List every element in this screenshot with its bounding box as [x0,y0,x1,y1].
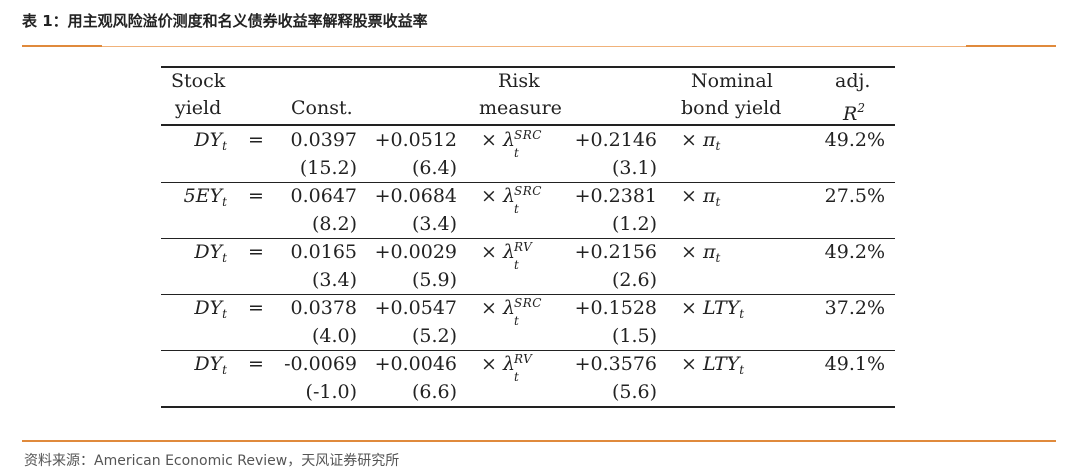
row-adj-r2: 27.5% [824,185,885,207]
row-bond-t: (1.2) [611,213,657,235]
row-adj-r2: 49.1% [824,353,885,375]
row-bond-t: (5.6) [611,381,657,403]
row-divider [161,350,895,351]
row-equals: = [248,241,264,263]
row-divider [161,406,895,408]
row-adj-r2: 37.2% [824,297,885,319]
row-const-t: (3.4) [311,269,357,291]
rule-header [161,124,895,126]
row-bond-var: × πt [681,129,721,153]
row-dependent: DYt [194,129,227,153]
row-bond-coef: +0.2156 [574,241,657,263]
row-const: 0.0647 [290,185,357,207]
row-const: 0.0165 [290,241,357,263]
row-risk-measure: × λ SRC t [481,296,542,328]
row-dependent: 5EYt [183,185,227,209]
bottom-divider [22,440,1056,442]
row-dependent: DYt [194,353,227,377]
row-risk-t: (6.6) [411,381,457,403]
row-divider [161,294,895,295]
row-bond-var: × πt [681,185,721,209]
source-note: 资料来源：American Economic Review，天风证券研究所 [24,453,400,469]
top-divider-accent-left [22,45,102,47]
row-bond-coef: +0.2146 [574,129,657,151]
row-risk-coef: +0.0046 [374,353,457,375]
row-bond-var: × πt [681,241,721,265]
row-risk-coef: +0.0512 [374,129,457,151]
row-adj-r2: 49.2% [824,241,885,263]
row-divider [161,238,895,239]
row-adj-r2: 49.2% [824,129,885,151]
row-risk-measure: × λ SRC t [481,128,542,160]
row-const-t: (8.2) [311,213,357,235]
row-risk-t: (6.4) [411,157,457,179]
row-bond-var: × LTYt [681,297,745,321]
row-bond-coef: +0.3576 [574,353,657,375]
header-risk: Risk [498,70,540,92]
row-equals: = [248,129,264,151]
row-risk-coef: +0.0684 [374,185,457,207]
row-risk-t: (5.2) [411,325,457,347]
header-bond-yield: bond yield [681,97,782,119]
row-dependent: DYt [194,241,227,265]
table-title: 表 1：用主观风险溢价测度和名义债券收益率解释股票收益率 [22,12,428,30]
row-const: 0.0378 [290,297,357,319]
row-const-t: (4.0) [311,325,357,347]
row-equals: = [248,353,264,375]
header-stock: Stock [171,70,226,92]
rule-top [161,66,895,68]
row-bond-t: (3.1) [611,157,657,179]
row-equals: = [248,185,264,207]
header-adj: adj. [835,70,871,92]
row-risk-t: (3.4) [411,213,457,235]
header-measure: measure [479,97,562,119]
row-bond-var: × LTYt [681,353,745,377]
header-r2: R2 [843,101,865,125]
header-nominal: Nominal [691,70,773,92]
row-risk-measure: × λ RV t [481,352,533,384]
row-divider [161,182,895,183]
row-risk-measure: × λ SRC t [481,184,542,216]
row-const-t: (-1.0) [305,381,357,403]
top-divider-accent-right [966,45,1056,47]
row-risk-t: (5.9) [411,269,457,291]
header-const: Const. [291,97,353,119]
row-risk-measure: × λ RV t [481,240,533,272]
row-dependent: DYt [194,297,227,321]
row-const: 0.0397 [290,129,357,151]
row-const: -0.0069 [284,353,357,375]
row-equals: = [248,297,264,319]
row-bond-t: (1.5) [611,325,657,347]
top-divider [22,45,1056,47]
row-risk-coef: +0.0029 [374,241,457,263]
row-bond-coef: +0.1528 [574,297,657,319]
header-yield: yield [175,97,222,119]
row-bond-t: (2.6) [611,269,657,291]
row-risk-coef: +0.0547 [374,297,457,319]
row-bond-coef: +0.2381 [574,185,657,207]
row-const-t: (15.2) [299,157,357,179]
